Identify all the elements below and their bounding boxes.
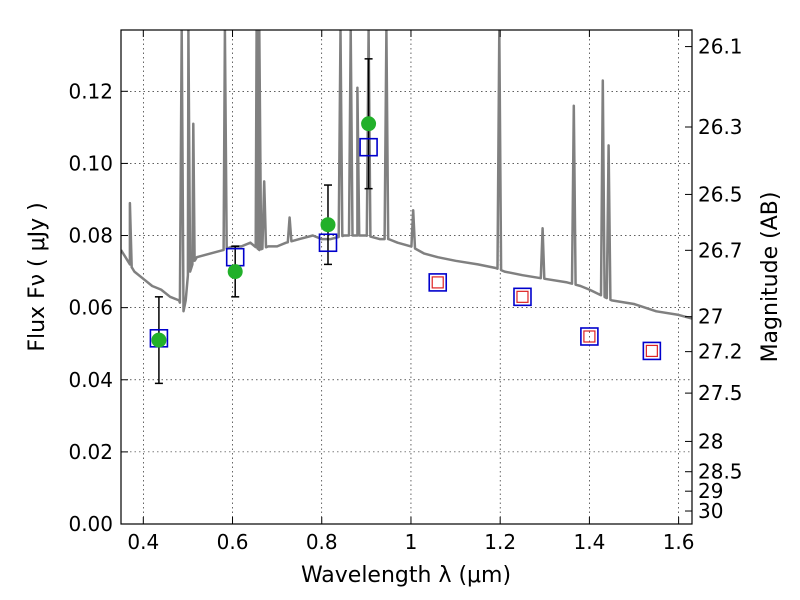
right-tick-label: 28 — [698, 429, 723, 453]
right-tick-label: 27 — [698, 305, 723, 329]
y-tick-label: 0.00 — [68, 512, 113, 536]
model-photometry-inner-square — [645, 344, 658, 358]
x-tick-label: 0.4 — [127, 530, 159, 554]
right-tick-label: 26.1 — [698, 35, 743, 59]
right-tick-label: 27.2 — [698, 340, 743, 364]
plot-frame — [120, 29, 693, 525]
y-tick-label: 0.04 — [68, 368, 113, 392]
y-tick-label: 0.12 — [68, 79, 113, 103]
observed-point — [320, 217, 336, 233]
y-tick-label: 0.06 — [68, 296, 113, 320]
model-photometry-square — [513, 287, 532, 307]
photometry-points — [149, 58, 662, 385]
y-tick-label: 0.10 — [68, 151, 113, 175]
model-spectrum — [121, 30, 692, 320]
spectrum-line — [121, 30, 692, 320]
model-photometry-inner-square — [431, 276, 444, 289]
y-axis-right-label: Magnitude (AB) — [758, 192, 783, 363]
right-tick-label: 30 — [698, 499, 723, 523]
right-tick-label: 26.5 — [698, 182, 743, 206]
right-tick-label: 27.5 — [698, 381, 743, 405]
model-photometry-square — [580, 327, 599, 346]
right-tick-label: 26.7 — [698, 238, 743, 262]
model-photometry-square — [318, 233, 338, 253]
right-tick-label: 28.5 — [698, 460, 743, 484]
x-tick-label: 0.8 — [306, 530, 338, 554]
observed-point — [361, 116, 377, 132]
model-photometry-inner-square — [516, 290, 529, 303]
grid — [121, 30, 692, 524]
x-tick-label: 0.6 — [217, 530, 249, 554]
observed-point — [227, 264, 243, 280]
x-tick-label: 1 — [405, 530, 418, 554]
y-tick-label: 0.08 — [68, 224, 113, 248]
x-tick-label: 1.6 — [663, 530, 695, 554]
right-tick-label: 26.3 — [698, 115, 743, 139]
model-photometry-square — [359, 137, 378, 157]
observed-point — [151, 332, 167, 348]
model-photometry-square — [642, 341, 662, 361]
x-tick-label: 1.2 — [484, 530, 516, 554]
y-axis-left: 0.00 0.02 0.04 0.06 0.08 0.10 0.12 — [68, 79, 128, 536]
y-axis-left-label: Flux Fν ( μJy ) — [25, 202, 50, 351]
y-tick-label: 0.02 — [68, 440, 113, 464]
right-tick-label: 29 — [698, 479, 723, 503]
x-tick-label: 1.4 — [573, 530, 605, 554]
model-photometry-inner-square — [583, 330, 596, 343]
x-axis: 0.4 0.6 0.8 1 1.2 1.4 1.6 — [127, 30, 695, 554]
model-photometry-square — [428, 273, 448, 292]
x-axis-label: Wavelength λ (μm) — [301, 563, 511, 588]
